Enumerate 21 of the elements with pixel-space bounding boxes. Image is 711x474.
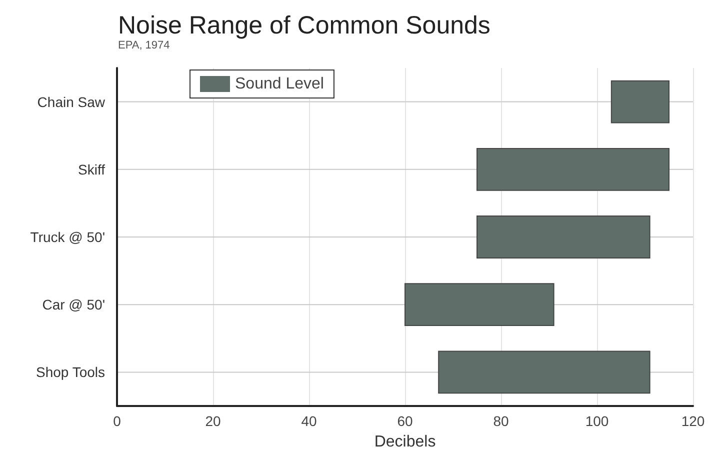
y-tick-label: Chain Saw <box>37 94 106 110</box>
bar <box>476 148 670 191</box>
bar <box>476 216 650 258</box>
y-tick-label: Car @ 50' <box>42 296 105 313</box>
chart-title: Noise Range of Common Sounds <box>118 12 490 40</box>
bar <box>610 80 670 124</box>
y-tick-label: Shop Tools <box>36 364 105 380</box>
x-tick-label: 100 <box>585 413 609 429</box>
bar <box>438 350 650 394</box>
x-tick-label: 80 <box>493 413 509 429</box>
x-tick-label: 20 <box>205 413 221 429</box>
y-tick-label: Skiff <box>78 161 106 178</box>
x-tick-label: 120 <box>681 413 705 429</box>
chart-subtitle: EPA, 1974 <box>118 40 170 52</box>
bar <box>404 283 554 326</box>
x-axis-title: Decibels <box>374 434 436 450</box>
y-tick-label: Truck @ 50' <box>30 229 105 245</box>
x-tick-label: 40 <box>301 413 317 429</box>
x-tick-label: 0 <box>113 413 122 429</box>
legend-label: Sound Level <box>235 76 324 92</box>
x-tick-label: 60 <box>397 413 413 429</box>
